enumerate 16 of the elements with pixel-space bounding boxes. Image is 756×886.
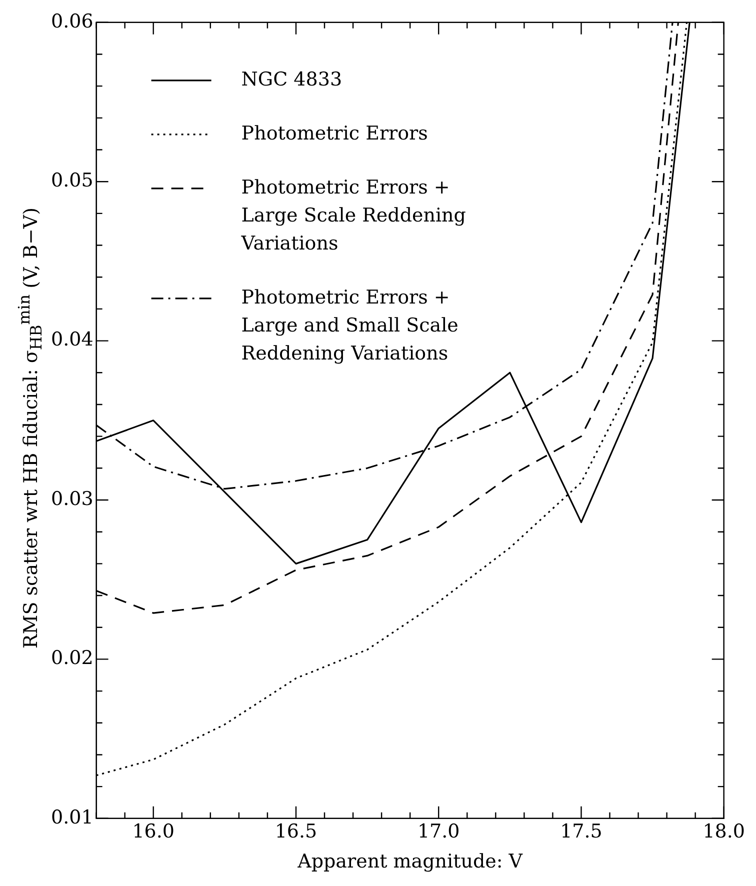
y-tick-label: 0.02: [50, 647, 94, 670]
x-tick-label: 16.5: [274, 820, 318, 843]
y-tick-label: 0.06: [50, 10, 94, 32]
legend-label: Photometric Errors + Large Scale Reddening Variations: [240, 176, 466, 254]
legend-label: Photometric Errors + Large and Small Scale Reddening Variations: [241, 286, 458, 364]
y-tick-label: 0.05: [50, 170, 94, 192]
x-tick-label: 18.0: [702, 820, 746, 843]
legend-label: NGC 4833: [241, 68, 342, 90]
x-tick-label: 17.0: [417, 820, 460, 843]
x-tick-label: 16.0: [132, 820, 175, 843]
x-axis-title: Apparent magnitude: V: [296, 850, 523, 873]
y-tick-label: 0.03: [50, 488, 94, 510]
x-tick-label: 17.5: [560, 820, 602, 843]
y-tick-label: 0.01: [50, 806, 94, 828]
legend-label: Photometric Errors: [241, 122, 428, 144]
y-tick-label: 0.04: [50, 328, 94, 351]
